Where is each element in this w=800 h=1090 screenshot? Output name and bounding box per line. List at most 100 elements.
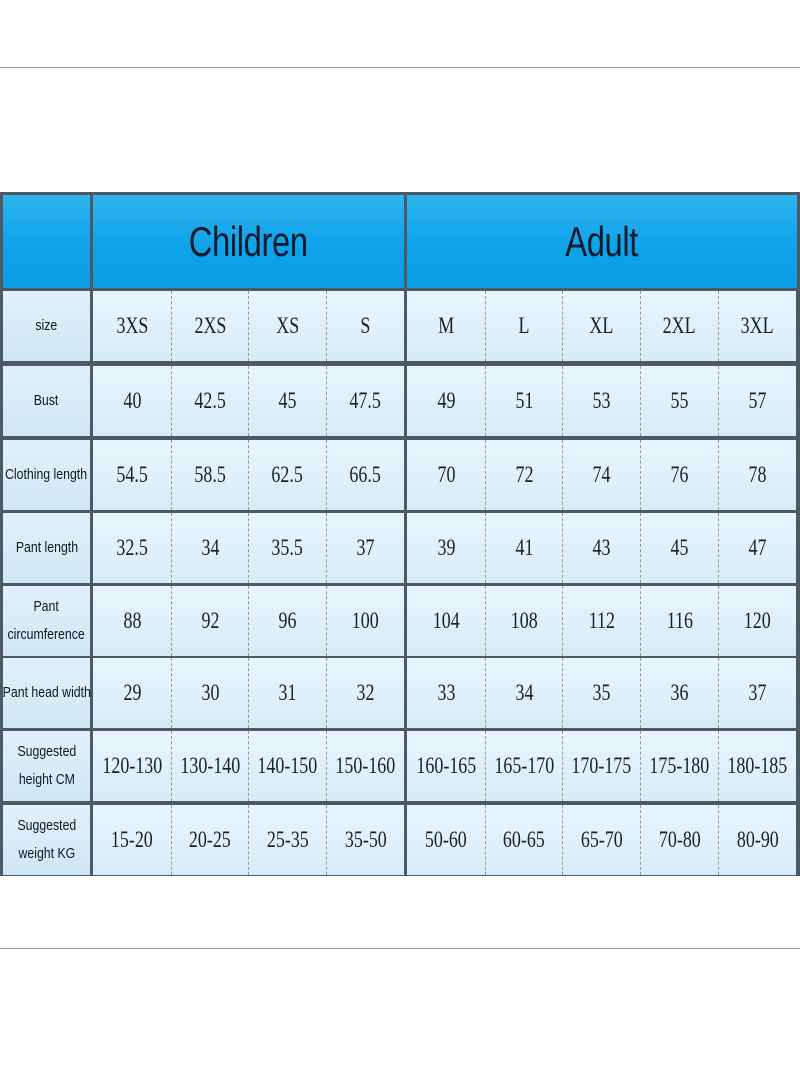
bottom-divider	[0, 948, 800, 949]
cell-value: 53	[592, 388, 611, 413]
row-label-cell: Pant circumference	[3, 586, 90, 656]
header-adult-cell: Adult	[407, 195, 797, 288]
row-label-cell: Bust	[3, 366, 90, 436]
row-label: Suggested height CM	[17, 743, 76, 788]
size-chart-table: Children Adult size 3XS 2XS XS S M L XL 2XL 3XL Bu…	[0, 192, 800, 876]
cell-value: 88	[123, 608, 141, 633]
cell-value: 45	[278, 388, 297, 413]
value-cell: 45	[640, 513, 718, 583]
value-cell: 29	[93, 658, 171, 728]
value-cell: 120	[718, 586, 796, 656]
cell-value: 20-25	[189, 827, 231, 852]
cell-value: S	[360, 313, 371, 338]
header-children-cell: Children	[93, 195, 404, 288]
cell-value: 70	[437, 462, 455, 487]
cell-value: 62.5	[271, 462, 304, 487]
row-label: Suggested weight KG	[17, 817, 76, 862]
cell-value: 65-70	[580, 827, 623, 852]
cell-value: 41	[515, 535, 533, 560]
cell-value: 34	[515, 680, 533, 705]
value-cell: 42.5	[171, 366, 248, 436]
cell-value: 50-60	[425, 827, 467, 852]
value-cell: 30	[171, 658, 248, 728]
value-cell: 104	[407, 586, 485, 656]
row-label: Pant circumference	[7, 598, 86, 643]
value-cell: 35	[562, 658, 640, 728]
cell-value: 170-175	[571, 753, 632, 778]
row-label: Pant head width	[2, 684, 91, 701]
cell-value: 37	[748, 680, 767, 705]
cell-value: 36	[670, 680, 689, 705]
value-cell: 130-140	[171, 731, 248, 801]
cell-value: 78	[748, 462, 767, 487]
row-label: size	[35, 317, 58, 334]
cell-value: 15-20	[111, 827, 153, 852]
table-row: Pant circumference 88 92 96 100 104 108 112 116 12…	[3, 586, 797, 656]
cell-value: 120	[744, 608, 771, 633]
cell-value: 72	[515, 462, 533, 487]
table-row: Suggested weight KG 15-20 20-25 25-35 35-50 50…	[3, 805, 797, 875]
cell-value: 29	[123, 680, 141, 705]
value-cell: 78	[718, 440, 796, 510]
cell-value: 74	[592, 462, 611, 487]
cell-value: 96	[278, 608, 297, 633]
value-cell: 58.5	[171, 440, 248, 510]
cell-value: 3XS	[116, 313, 148, 338]
cell-value: 140-150	[257, 753, 318, 778]
value-cell: XS	[248, 291, 326, 361]
value-cell: XL	[562, 291, 640, 361]
table-row: Suggested height CM 120-130 130-140 140-150 1…	[3, 731, 797, 801]
value-cell: 108	[485, 586, 562, 656]
cell-value: 35.5	[271, 535, 304, 560]
cell-value: XS	[276, 313, 299, 338]
top-divider	[0, 67, 800, 68]
row-label: Clothing length	[5, 466, 88, 483]
cell-value: M	[438, 313, 454, 338]
children-group-title: Children	[189, 217, 308, 265]
value-cell: 76	[640, 440, 718, 510]
value-cell: 32.5	[93, 513, 171, 583]
cell-value: 2XS	[194, 313, 226, 338]
value-cell: 45	[248, 366, 326, 436]
value-cell: 170-175	[562, 731, 640, 801]
row-label-cell: Pant head width	[2, 658, 91, 728]
value-cell: 37	[718, 658, 796, 728]
value-cell: 35-50	[326, 805, 404, 875]
table-row: Pant length 32.5 34 35.5 37 39 41 43 45 47	[3, 513, 797, 583]
table-row: size 3XS 2XS XS S M L XL 2XL 3XL	[3, 291, 797, 361]
cell-value: L	[518, 313, 530, 338]
value-cell: S	[326, 291, 404, 361]
cell-value: 104	[432, 608, 460, 633]
value-cell: 160-165	[407, 731, 485, 801]
cell-value: 160-165	[416, 753, 476, 778]
value-cell: 3XS	[93, 291, 171, 361]
value-cell: 54.5	[93, 440, 171, 510]
cell-value: 108	[510, 608, 538, 633]
value-cell: 3XL	[718, 291, 796, 361]
value-cell: 116	[640, 586, 718, 656]
cell-value: 49	[437, 388, 455, 413]
row-label-cell: Pant length	[3, 513, 90, 583]
row-label-cell: Suggested weight KG	[3, 805, 90, 875]
cell-value: 130-140	[180, 753, 240, 778]
value-cell: 34	[171, 513, 248, 583]
cell-value: 35	[592, 680, 611, 705]
value-cell: 88	[93, 586, 171, 656]
value-cell: 47.5	[326, 366, 404, 436]
value-cell: 165-170	[485, 731, 562, 801]
cell-value: 43	[592, 535, 611, 560]
value-cell: 34	[485, 658, 562, 728]
cell-value: 39	[437, 535, 455, 560]
header-corner-cell	[3, 195, 90, 288]
value-cell: 33	[407, 658, 485, 728]
cell-value: 47	[748, 535, 767, 560]
value-cell: 40	[93, 366, 171, 436]
cell-value: 3XL	[741, 313, 774, 338]
row-label-cell: size	[3, 291, 90, 361]
cell-value: 92	[201, 608, 219, 633]
cell-value: 60-65	[503, 827, 545, 852]
row-label: Pant length	[15, 539, 78, 556]
value-cell: 41	[485, 513, 562, 583]
cell-value: 42.5	[194, 388, 226, 413]
value-cell: L	[485, 291, 562, 361]
